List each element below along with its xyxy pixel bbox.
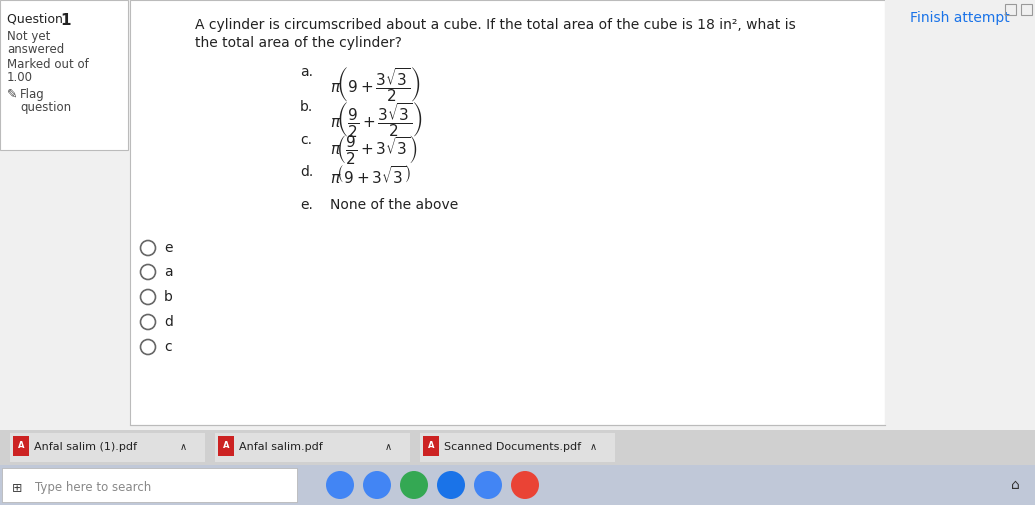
Text: ✎: ✎ [7,88,18,101]
Circle shape [400,471,428,499]
Text: 1: 1 [60,13,70,28]
Text: the total area of the cylinder?: the total area of the cylinder? [195,36,402,50]
Text: Flag: Flag [20,88,45,101]
Text: Scanned Documents.pdf: Scanned Documents.pdf [444,442,581,452]
FancyBboxPatch shape [885,0,1035,425]
Text: ⌂: ⌂ [1011,478,1021,492]
Text: Not yet: Not yet [7,30,51,43]
Circle shape [437,471,465,499]
Text: a: a [164,265,173,279]
FancyBboxPatch shape [0,0,128,150]
Text: a.: a. [300,65,313,79]
Text: c: c [164,340,172,354]
Text: c.: c. [300,133,312,147]
Text: A: A [18,441,24,450]
Text: e: e [164,241,173,255]
Text: question: question [20,101,71,114]
Text: Anfal salim.pdf: Anfal salim.pdf [239,442,323,452]
FancyBboxPatch shape [2,468,297,502]
FancyBboxPatch shape [420,433,615,462]
Text: A: A [427,441,435,450]
Text: e.: e. [300,198,313,212]
FancyBboxPatch shape [13,436,29,456]
FancyBboxPatch shape [0,430,1035,465]
Text: A: A [223,441,229,450]
Text: ∧: ∧ [385,442,392,452]
Text: None of the above: None of the above [330,198,459,212]
FancyBboxPatch shape [218,436,234,456]
Text: Finish attempt: Finish attempt [910,11,1010,25]
Circle shape [474,471,502,499]
Circle shape [363,471,391,499]
Text: d: d [164,315,173,329]
FancyBboxPatch shape [423,436,439,456]
Text: b: b [164,290,173,304]
Text: Anfal salim (1).pdf: Anfal salim (1).pdf [34,442,137,452]
Text: $\pi\!\left(9+\dfrac{3\sqrt{3}}{2}\right)$: $\pi\!\left(9+\dfrac{3\sqrt{3}}{2}\right… [330,65,420,104]
Text: $\pi\!\left(9+3\sqrt{3}\right)$: $\pi\!\left(9+3\sqrt{3}\right)$ [330,165,411,187]
FancyBboxPatch shape [10,433,205,462]
Circle shape [511,471,539,499]
FancyBboxPatch shape [215,433,410,462]
Text: $\pi\!\left(\dfrac{9}{2}+3\sqrt{3}\right)$: $\pi\!\left(\dfrac{9}{2}+3\sqrt{3}\right… [330,133,418,166]
Text: ∧: ∧ [590,442,597,452]
Text: $\pi\!\left(\dfrac{9}{2}+\dfrac{3\sqrt{3}}{2}\right)$: $\pi\!\left(\dfrac{9}{2}+\dfrac{3\sqrt{3… [330,100,422,139]
Text: d.: d. [300,165,314,179]
Circle shape [326,471,354,499]
Text: b.: b. [300,100,314,114]
FancyBboxPatch shape [130,0,885,425]
Text: A cylinder is circumscribed about a cube. If the total area of the cube is 18 in: A cylinder is circumscribed about a cube… [195,18,796,32]
Text: Question: Question [7,13,67,26]
Text: answered: answered [7,43,64,56]
Text: 1.00: 1.00 [7,71,33,84]
Text: Marked out of: Marked out of [7,58,89,71]
Text: Type here to search: Type here to search [35,481,151,494]
Text: ⊞: ⊞ [12,481,23,494]
Text: ∧: ∧ [180,442,187,452]
FancyBboxPatch shape [0,465,1035,505]
